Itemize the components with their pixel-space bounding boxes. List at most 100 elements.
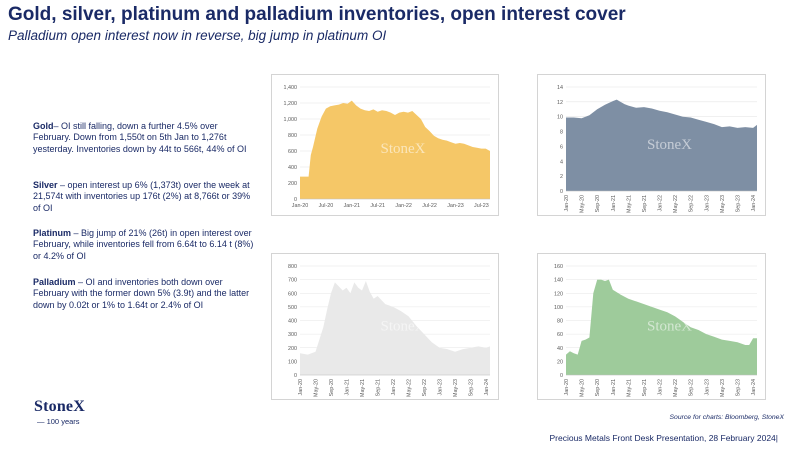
bullet-text: – Big jump of 21% (26t) in open interest… [33, 228, 254, 261]
x-tick-label: Sep-22 [689, 379, 695, 396]
x-tick-label: May-20 [580, 195, 586, 213]
series-area [300, 100, 490, 199]
y-tick-label: 200 [288, 181, 297, 187]
x-tick-label: Jul-20 [319, 203, 334, 209]
chart-palladium-plot: 0 20 40 60 80 100 120 140 160 Jan-20 May-20 Sep-20 J… [554, 264, 757, 397]
chart-silver: 0 2 4 6 8 10 12 14 Jan-20 May-20 Sep-20 Jan-21 May-2… [537, 74, 766, 216]
y-tick-label: 0 [294, 373, 297, 379]
y-tick-label: 1,200 [284, 101, 298, 107]
x-tick-label: May-23 [720, 379, 726, 397]
x-tick-label: May-21 [626, 379, 632, 397]
x-tick-label: Jan-24 [751, 195, 757, 211]
bullet-palladium: Palladium – OI and inventories both down… [33, 277, 255, 311]
series-area [566, 279, 757, 375]
y-tick-label: 1,400 [284, 85, 298, 91]
y-tick-label: 600 [288, 149, 297, 155]
bullet-label: Gold [33, 121, 54, 131]
x-tick-label: Jan-23 [704, 379, 710, 395]
footer-text: Precious Metals Front Desk Presentation,… [549, 433, 778, 443]
x-tick-label: May-21 [360, 379, 366, 397]
x-tick-label: Jan-22 [391, 379, 397, 395]
x-tick-label: Jul-23 [474, 203, 489, 209]
x-tick-label: Jan-22 [658, 195, 664, 211]
x-tick-label: Jan-21 [611, 379, 617, 395]
logo-years: — 100 years [37, 417, 80, 426]
y-tick-label: 100 [288, 359, 297, 365]
x-tick-label: Jan-23 [704, 195, 710, 211]
bullet-platinum: Platinum – Big jump of 21% (26t) in open… [33, 228, 255, 262]
x-tick-label: Jan-23 [438, 379, 444, 395]
chart-watermark: StoneX [647, 137, 692, 153]
y-tick-label: 500 [288, 305, 297, 311]
chart-silver-plot: 0 2 4 6 8 10 12 14 Jan-20 May-20 Sep-20 Jan-21 May-2… [557, 85, 757, 213]
x-tick-label: May-22 [673, 379, 679, 397]
x-tick-label: Jan-20 [564, 195, 570, 211]
x-tick-label: Jan-22 [658, 379, 664, 395]
y-tick-label: 14 [557, 85, 563, 91]
x-tick-label: Sep-20 [329, 379, 335, 396]
x-tick-label: Jul-21 [370, 203, 385, 209]
x-tick-label: Jan-24 [484, 379, 490, 395]
chart-platinum: 0 100 200 300 400 500 600 700 800 Jan-20 May-20 Sep… [271, 253, 499, 400]
y-tick-label: 60 [557, 332, 563, 338]
x-tick-label: Jan-22 [395, 203, 411, 209]
page-title: Gold, silver, platinum and palladium inv… [8, 4, 626, 25]
x-tick-label: May-20 [314, 379, 320, 397]
x-tick-label: May-22 [407, 379, 413, 397]
x-tick-label: Jan-20 [564, 379, 570, 395]
page-subtitle: Palladium open interest now in reverse, … [8, 28, 387, 43]
x-tick-label: Jan-21 [344, 203, 360, 209]
y-tick-label: 0 [560, 189, 563, 195]
x-tick-label: Sep-23 [736, 195, 742, 212]
source-note: Source for charts: Bloomberg, StoneX [669, 414, 784, 421]
series-area [566, 99, 757, 191]
x-tick-label: Sep-21 [642, 379, 648, 396]
x-tick-label: Sep-22 [689, 195, 695, 212]
y-tick-label: 4 [560, 159, 563, 165]
x-tick-label: Jan-21 [345, 379, 351, 395]
y-tick-label: 400 [288, 165, 297, 171]
y-tick-label: 100 [554, 305, 563, 311]
logo-name: StoneX [34, 398, 85, 415]
chart-watermark: StoneX [647, 319, 692, 335]
bullet-label: Silver [33, 180, 58, 190]
bullet-text: – open interest up 6% (1,373t) over the … [33, 180, 251, 213]
x-tick-label: Jan-20 [298, 379, 304, 395]
x-tick-label: Jan-23 [447, 203, 463, 209]
bullet-label: Platinum [33, 228, 72, 238]
bullet-text: – OI and inventories both down over Febr… [33, 277, 250, 310]
y-tick-label: 600 [288, 291, 297, 297]
y-tick-label: 6 [560, 144, 563, 150]
y-tick-label: 800 [288, 264, 297, 270]
chart-watermark: StoneX [381, 141, 426, 157]
y-tick-label: 40 [557, 346, 563, 352]
y-tick-label: 0 [560, 373, 563, 379]
chart-platinum-plot: 0 100 200 300 400 500 600 700 800 Jan-20 May-20 Sep… [288, 264, 490, 397]
y-tick-label: 160 [554, 264, 563, 270]
x-tick-label: Jan-21 [611, 195, 617, 211]
y-tick-label: 700 [288, 278, 297, 284]
y-tick-label: 10 [557, 115, 563, 121]
y-tick-label: 120 [554, 291, 563, 297]
chart-gold: 0 200 400 600 800 1,000 1,200 1,400 Jan-20 Jul-20… [271, 74, 499, 216]
y-tick-label: 800 [288, 133, 297, 139]
x-tick-label: May-23 [720, 195, 726, 213]
y-tick-label: 140 [554, 278, 563, 284]
x-tick-label: May-22 [673, 195, 679, 213]
y-tick-label: 20 [557, 359, 563, 365]
x-tick-label: Jan-24 [751, 379, 757, 395]
bullet-label: Palladium [33, 277, 76, 287]
y-tick-label: 400 [288, 319, 297, 325]
chart-gold-plot: 0 200 400 600 800 1,000 1,200 1,400 Jan-20 Jul-20… [284, 85, 490, 209]
logo-years-text: 100 years [46, 417, 80, 426]
x-tick-label: Sep-23 [469, 379, 475, 396]
y-tick-label: 2 [560, 174, 563, 180]
x-tick-label: Sep-23 [736, 379, 742, 396]
x-tick-label: May-21 [626, 195, 632, 213]
chart-watermark: StoneX [381, 319, 426, 335]
x-tick-label: May-23 [453, 379, 459, 397]
y-tick-label: 80 [557, 319, 563, 325]
x-tick-label: Sep-20 [595, 379, 601, 396]
x-tick-label: Jul-22 [422, 203, 437, 209]
stonex-logo: StoneX — 100 years [34, 398, 85, 426]
